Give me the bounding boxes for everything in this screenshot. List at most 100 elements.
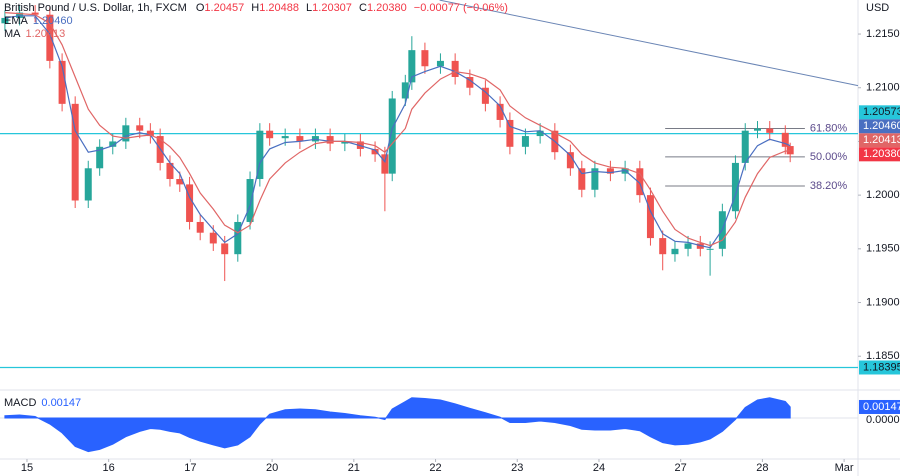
ohlc-value: 1.20380 bbox=[367, 2, 407, 14]
fib-label: 38.20% bbox=[810, 180, 848, 192]
candle-body bbox=[381, 154, 389, 174]
fib-label: 61.80% bbox=[810, 122, 848, 134]
currency: USD bbox=[866, 2, 889, 14]
candle-body bbox=[646, 195, 654, 239]
price-badge bbox=[859, 119, 900, 134]
price-badge bbox=[859, 360, 900, 375]
macd-badge-label: 0.00147 bbox=[863, 401, 900, 413]
price-badge-label: 1.18395 bbox=[863, 361, 900, 373]
candle-body bbox=[401, 82, 409, 99]
candle-body bbox=[451, 60, 459, 77]
candle-body bbox=[196, 221, 204, 233]
x-tick-label: 28 bbox=[756, 462, 768, 474]
candle-body bbox=[1, 17, 9, 24]
price-badge-label: 1.20380 bbox=[863, 148, 900, 160]
candle-body bbox=[636, 168, 644, 196]
price-badge bbox=[859, 133, 900, 148]
candle-body bbox=[84, 168, 92, 201]
ohlc-prefix: L bbox=[306, 2, 312, 14]
candle-body bbox=[481, 87, 489, 104]
candle-body bbox=[136, 125, 144, 131]
plot: 61.80% 50.00% 38.20% bbox=[0, 0, 861, 462]
candle-body bbox=[408, 50, 416, 83]
candle-body bbox=[266, 130, 274, 139]
candle-body bbox=[659, 238, 667, 255]
candle-body bbox=[506, 119, 514, 147]
candle-body bbox=[71, 103, 79, 201]
candle-body bbox=[296, 136, 304, 142]
candle-body bbox=[31, 12, 39, 15]
candle-body bbox=[436, 60, 444, 67]
price-badge bbox=[859, 147, 900, 162]
candle-body bbox=[234, 221, 242, 255]
candle-body bbox=[578, 168, 586, 190]
candle-body bbox=[786, 146, 794, 155]
macd-badge bbox=[859, 399, 900, 414]
candle-body bbox=[521, 136, 529, 147]
candle-body bbox=[536, 130, 544, 137]
candle-body bbox=[421, 50, 429, 67]
x-tick-label: 24 bbox=[593, 462, 605, 474]
trend-line bbox=[439, 0, 859, 87]
x-tick-label: 17 bbox=[184, 462, 196, 474]
indicator-line bbox=[4, 15, 791, 249]
y-tick-label: 1.19500 bbox=[866, 243, 900, 255]
header: British Pound / U.S. Dollar, 1h, FXCM O1… bbox=[4, 2, 508, 14]
indicator-line bbox=[4, 12, 791, 247]
x-tick-label: Mar bbox=[835, 462, 854, 474]
candle-body bbox=[731, 162, 739, 212]
candle-body bbox=[209, 232, 217, 244]
candle-body bbox=[606, 168, 614, 174]
candle-body bbox=[496, 103, 504, 120]
candle-body bbox=[341, 141, 349, 144]
candle-body bbox=[221, 243, 229, 255]
candle-body bbox=[753, 128, 761, 131]
x-tick-label: 21 bbox=[348, 462, 360, 474]
y-tick-label: 0.00000 bbox=[866, 414, 900, 426]
candle-body bbox=[96, 146, 104, 169]
candle-body bbox=[166, 162, 174, 180]
price-badge-label: 1.20573 bbox=[863, 106, 900, 118]
ohlc-value: 1.20488 bbox=[259, 2, 299, 14]
x-tick-label: 27 bbox=[675, 462, 687, 474]
candle-body bbox=[706, 248, 714, 250]
candle-body bbox=[281, 136, 289, 139]
y-tick-label: 1.21000 bbox=[866, 82, 900, 94]
ohlc-value: 1.20457 bbox=[204, 2, 244, 14]
ohlc-prefix: C bbox=[359, 2, 367, 14]
legend-name: MACD bbox=[4, 397, 36, 409]
candle-body bbox=[388, 98, 396, 174]
candle-body bbox=[122, 125, 130, 142]
x-tick-label: 16 bbox=[103, 462, 115, 474]
candle-body bbox=[371, 148, 379, 155]
ohlc-prefix: H bbox=[251, 2, 259, 14]
macd-area bbox=[4, 397, 791, 453]
legend-macd: MACD 0.00147 bbox=[4, 397, 81, 409]
candle-body bbox=[766, 128, 774, 133]
x-tick-label: 22 bbox=[429, 462, 441, 474]
legend-name: EMA bbox=[4, 15, 29, 27]
candle-body bbox=[566, 152, 574, 169]
candle-body bbox=[671, 248, 679, 255]
legend-ema: EMA 1.20460 bbox=[4, 15, 73, 27]
candle-body bbox=[684, 243, 692, 249]
symbol-title: British Pound / U.S. Dollar, 1h, FXCM bbox=[4, 2, 187, 14]
candle-body bbox=[246, 179, 254, 222]
legend-ma: MA 1.20413 bbox=[4, 28, 65, 40]
candle-body bbox=[591, 168, 599, 190]
y-tick-label: 1.20000 bbox=[866, 189, 900, 201]
candle-body bbox=[186, 184, 194, 222]
legend-value: 1.20413 bbox=[26, 28, 66, 40]
candle-body bbox=[256, 130, 264, 180]
price-badge-label: 1.20413 bbox=[863, 134, 900, 146]
legend-name: MA bbox=[4, 28, 21, 40]
change: −0.00077 (−0.06%) bbox=[414, 2, 508, 14]
fib-label: 50.00% bbox=[810, 151, 848, 163]
x-tick-label: 20 bbox=[266, 462, 278, 474]
legend-value: 0.00147 bbox=[41, 397, 81, 409]
candle-body bbox=[146, 130, 154, 137]
candle-body bbox=[109, 141, 117, 147]
